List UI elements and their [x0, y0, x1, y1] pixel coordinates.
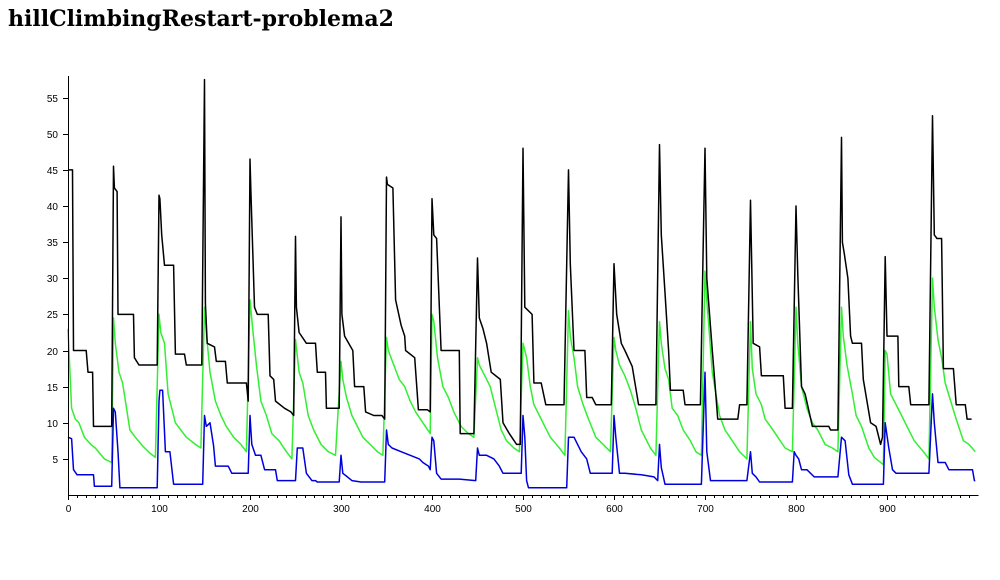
- x-tick-label: 0: [66, 504, 72, 515]
- series-layer: [67, 78, 976, 489]
- series-line-1: [67, 270, 976, 466]
- y-tick-label: 25: [47, 310, 59, 321]
- series-line-2: [67, 371, 976, 489]
- y-tick-label: 40: [47, 202, 59, 213]
- y-tick-label: 15: [47, 383, 59, 394]
- x-tick-label: 800: [788, 504, 805, 515]
- x-tick-label: 700: [697, 504, 714, 515]
- x-tick-label: 300: [333, 504, 350, 515]
- series-line-0: [68, 78, 972, 446]
- y-tick-label: 30: [47, 274, 59, 285]
- y-tick-label: 5: [52, 455, 58, 466]
- x-tick-label: 100: [151, 504, 168, 515]
- x-tick-label: 600: [606, 504, 623, 515]
- x-tick-label: 900: [879, 504, 896, 515]
- y-tick-label: 45: [47, 166, 59, 177]
- x-tick-label: 200: [242, 504, 259, 515]
- x-tick-label: 400: [424, 504, 441, 515]
- y-tick-label: 50: [47, 130, 59, 141]
- y-tick-label: 55: [47, 94, 59, 105]
- y-tick-label: 10: [47, 419, 59, 430]
- x-tick-label: 500: [515, 504, 532, 515]
- tick-layer: 5 10 15 20 25 30 35 40 45 50 55 0 100 200 300 400 500 600…: [47, 94, 970, 515]
- y-tick-label: 20: [47, 347, 59, 358]
- chart-title: hillClimbingRestart-problema2: [8, 6, 394, 32]
- y-tick-label: 35: [47, 238, 59, 249]
